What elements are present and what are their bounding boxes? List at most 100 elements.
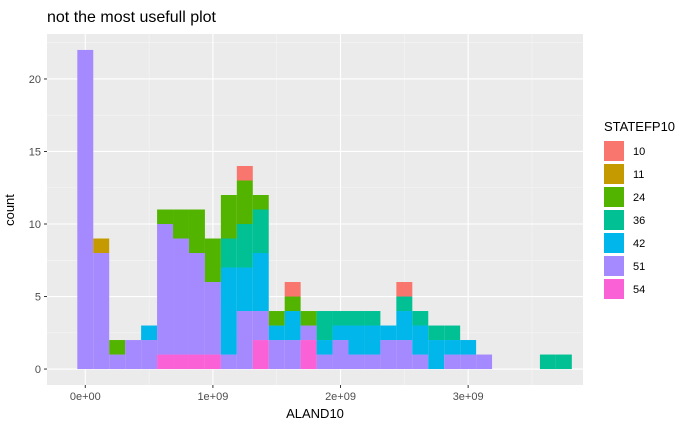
bar-segment-42 [141,325,158,341]
bar-segment-42 [236,267,253,312]
bar-segment-42 [348,325,365,355]
bar-segment-36 [396,296,413,312]
bar-segment-36 [555,354,572,370]
x-tick-label: 2e+09 [325,391,356,403]
minor-gridlines [47,34,583,385]
bar-segment-36 [348,311,365,326]
bar-segment-36 [539,354,556,370]
x-tick-label: 0e+00 [70,391,101,403]
bar-segment-54 [157,354,174,370]
y-tick-label: 15 [29,146,41,158]
bar-segment-42 [380,325,397,341]
bar-segment-42 [460,340,477,355]
bar-segment-36 [236,224,253,268]
bar-segment-24 [268,311,285,326]
bar-segment-42 [364,325,381,355]
bar-segment-36 [220,238,237,268]
bar-segment-36 [252,209,269,254]
bar-segment-51 [173,238,189,355]
bar-segment-24 [173,209,189,239]
bar-segment-54 [252,340,269,370]
bar-segment-51 [460,354,477,370]
bar-segment-24 [157,209,174,225]
bar-segment-24 [204,238,221,283]
bar-segment-51 [93,253,110,370]
bar-segment-24 [220,194,237,239]
legend-label-54: 54 [633,284,645,296]
bar-segment-24 [109,340,126,355]
bar-segment-51 [380,340,397,370]
bar-segment-51 [204,282,221,355]
x-axis: 0e+00 1e+09 2e+09 3e+09 [70,385,484,403]
bar-segment-51 [236,311,253,370]
legend-swatch-42 [604,233,624,253]
x-tick-label: 1e+09 [197,391,228,403]
bar-segment-10 [396,282,413,297]
bar-segment-51 [141,340,158,370]
legend-swatch-11 [604,164,624,184]
bar-segment-51 [157,224,174,355]
legend-label-36: 36 [633,215,645,227]
legend-label-10: 10 [633,146,645,158]
bar-segment-36 [428,325,445,341]
histogram-bars [77,49,572,370]
bar-segment-24 [300,311,317,326]
legend-label-24: 24 [633,192,645,204]
bar-segment-51 [332,340,349,370]
bar-segment-24 [236,180,253,225]
y-tick-label: 10 [29,219,41,231]
bar-segment-24 [252,194,269,210]
bar-segment-51 [444,354,461,370]
bar-segment-10 [236,165,253,181]
bar-segment-51 [109,354,126,370]
bar-segment-51 [220,354,237,370]
bar-segment-42 [252,253,269,312]
y-tick-label: 0 [35,364,41,376]
bar-segment-54 [173,354,189,370]
bar-segment-42 [428,340,445,370]
bar-segment-42 [332,325,349,341]
bar-segment-42 [284,311,301,341]
legend-swatch-24 [604,187,624,207]
bar-segment-42 [412,325,429,355]
legend-swatch-51 [604,256,624,276]
legend-label-42: 42 [633,238,645,250]
legend-label-51: 51 [633,261,645,273]
legend-label-11: 11 [633,169,644,181]
legend-swatch-10 [604,141,624,161]
bar-segment-51 [252,311,269,341]
bar-segment-11 [93,238,110,254]
bar-segment-42 [444,340,461,355]
bar-segment-24 [188,209,205,254]
bar-segment-51 [476,354,493,370]
bar-segment-54 [204,354,221,370]
y-axis: 0 5 10 15 20 [29,74,47,376]
bar-segment-51 [396,340,413,370]
legend: STATEFP10 10 11 24 36 42 51 54 [604,119,675,299]
bar-segment-51 [300,325,317,341]
bar-segment-36 [412,311,429,326]
bar-segment-54 [300,340,317,370]
bar-segment-51 [412,354,429,370]
bar-segment-54 [188,354,205,370]
bar-segment-36 [316,311,333,341]
bar-segment-36 [444,325,461,341]
legend-swatch-36 [604,210,624,230]
bar-segment-51 [348,354,365,370]
bar-segment-42 [396,311,413,341]
bar-segment-42 [220,267,237,355]
bar-segment-51 [284,340,301,370]
bar-segment-51 [316,354,333,370]
bar-segment-51 [125,340,142,370]
bar-segment-10 [284,282,301,297]
legend-title: STATEFP10 [604,119,675,134]
bar-segment-51 [364,354,381,370]
y-axis-title: count [2,194,17,226]
bar-segment-51 [188,253,205,355]
bar-segment-42 [268,325,285,341]
legend-swatch-54 [604,279,624,299]
y-tick-label: 20 [29,74,41,86]
chart-title: not the most usefull plot [47,9,217,26]
